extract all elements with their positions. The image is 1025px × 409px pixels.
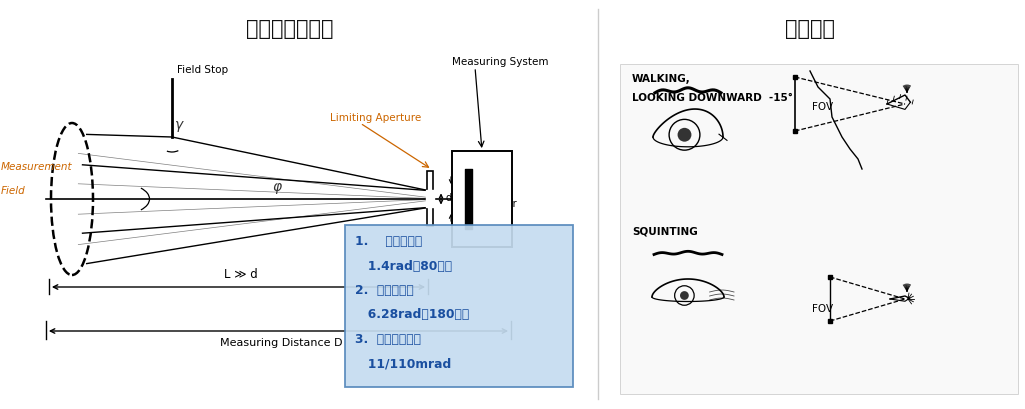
Text: 测量空间立体角: 测量空间立体角 — [246, 19, 334, 39]
Text: L ≫ d: L ≫ d — [223, 268, 257, 281]
Text: d: d — [445, 193, 451, 203]
Text: WALKING,: WALKING, — [632, 74, 691, 84]
Text: φ: φ — [272, 180, 281, 194]
Bar — [620, 64, 1018, 394]
Text: Detector: Detector — [474, 199, 517, 209]
Circle shape — [680, 291, 689, 300]
Text: Measurement: Measurement — [1, 162, 73, 172]
Text: 1.4rad（80度）: 1.4rad（80度） — [355, 259, 452, 272]
Text: Measuring System: Measuring System — [452, 57, 548, 67]
Text: Field Stop: Field Stop — [177, 65, 229, 75]
Text: Measuring Distance D: Measuring Distance D — [220, 338, 342, 348]
Text: Limiting Aperture: Limiting Aperture — [330, 113, 421, 123]
Text: 2.  皮肤危害：: 2. 皮肤危害： — [355, 284, 414, 297]
Text: γ: γ — [175, 118, 183, 132]
Text: 测量方位: 测量方位 — [785, 19, 835, 39]
Text: Field: Field — [1, 186, 26, 196]
Bar — [452, 151, 512, 247]
Text: FOV: FOV — [812, 102, 833, 112]
Text: LOOKING DOWNWARD  -15°: LOOKING DOWNWARD -15° — [632, 93, 793, 103]
Text: 11/110mrad: 11/110mrad — [355, 357, 451, 371]
Circle shape — [678, 128, 692, 142]
Text: 3.  视网膜危害：: 3. 视网膜危害： — [355, 333, 421, 346]
Text: SQUINTING: SQUINTING — [632, 227, 698, 237]
Text: 6.28rad（180度）: 6.28rad（180度） — [355, 308, 469, 321]
FancyBboxPatch shape — [345, 225, 573, 387]
Bar — [427, 171, 433, 227]
Text: FOV: FOV — [812, 304, 833, 314]
Text: 1.    眼睛危害：: 1. 眼睛危害： — [355, 235, 422, 248]
